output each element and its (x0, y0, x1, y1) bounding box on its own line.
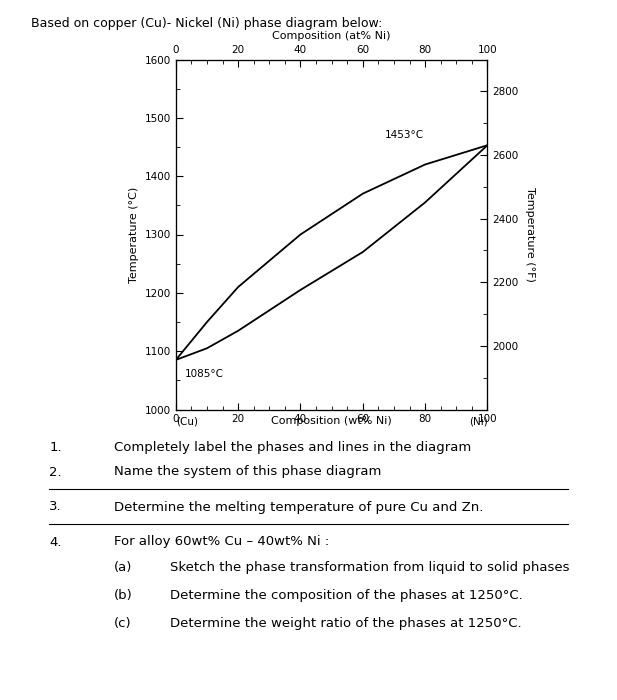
Text: (b): (b) (114, 589, 133, 603)
Text: 2.: 2. (49, 466, 62, 479)
Text: Determine the composition of the phases at 1250°C.: Determine the composition of the phases … (170, 589, 523, 603)
Text: (a): (a) (114, 561, 133, 575)
Text: 1085°C: 1085°C (185, 369, 224, 379)
Text: (c): (c) (114, 617, 132, 631)
Text: 4.: 4. (49, 536, 62, 549)
Text: Based on copper (Cu)- Nickel (Ni) phase diagram below:: Based on copper (Cu)- Nickel (Ni) phase … (31, 18, 382, 31)
Y-axis label: Temperature (°F): Temperature (°F) (525, 187, 535, 282)
Text: Sketch the phase transformation from liquid to solid phases: Sketch the phase transformation from liq… (170, 561, 569, 575)
Text: Name the system of this phase diagram: Name the system of this phase diagram (114, 466, 381, 479)
Y-axis label: Temperature (°C): Temperature (°C) (129, 186, 139, 283)
Text: For alloy 60wt% Cu – 40wt% Ni :: For alloy 60wt% Cu – 40wt% Ni : (114, 536, 329, 549)
Text: 3.: 3. (49, 500, 62, 514)
Text: Composition (wt% Ni): Composition (wt% Ni) (271, 416, 392, 426)
Text: 1.: 1. (49, 441, 62, 454)
Text: 1453°C: 1453°C (384, 130, 424, 140)
X-axis label: Composition (at% Ni): Composition (at% Ni) (272, 31, 391, 41)
Text: (Cu): (Cu) (176, 416, 198, 426)
Text: Determine the melting temperature of pure Cu and Zn.: Determine the melting temperature of pur… (114, 500, 484, 514)
Text: Completely label the phases and lines in the diagram: Completely label the phases and lines in… (114, 441, 471, 454)
Text: (Ni): (Ni) (469, 416, 487, 426)
Text: Determine the weight ratio of the phases at 1250°C.: Determine the weight ratio of the phases… (170, 617, 521, 631)
